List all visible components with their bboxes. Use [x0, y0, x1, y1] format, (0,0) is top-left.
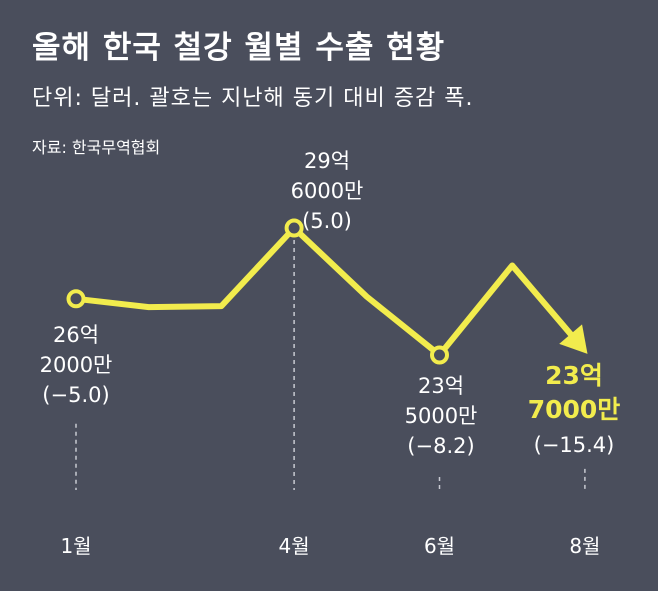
data-label-8-0: 23억: [545, 361, 603, 390]
arrow-head-icon: [559, 324, 588, 354]
chart-title: 올해 한국 철강 월별 수출 현황: [32, 30, 446, 66]
x-tick-label-6: 6월: [424, 534, 455, 558]
point-marker-4: [284, 218, 304, 238]
x-tick-label-4: 4월: [279, 534, 310, 558]
data-label-1-1: 2000만: [40, 353, 113, 377]
point-marker-1: [66, 289, 86, 309]
data-label-8-1: 7000만: [528, 395, 621, 424]
data-label-6-0: 23억: [418, 374, 464, 398]
data-label-4-0: 29억: [304, 149, 350, 173]
data-label-8-2: (−15.4): [534, 433, 615, 457]
point-marker-6: [430, 345, 449, 365]
x-tick-label-8: 8월: [569, 534, 600, 558]
chart-subtitle: 단위: 달러. 괄호는 지난해 동기 대비 증감 폭.: [32, 86, 474, 111]
data-label-6-1: 5000만: [405, 404, 478, 428]
data-label-4-1: 6000만: [291, 179, 364, 203]
data-label-1-2: (−5.0): [42, 383, 109, 407]
x-tick-label-1: 1월: [60, 534, 91, 558]
data-label-1-0: 26억: [53, 323, 99, 347]
data-label-6-2: (−8.2): [407, 434, 474, 458]
data-label-4-2: (5.0): [302, 209, 352, 233]
chart-source: 자료: 한국무역협회: [32, 138, 161, 157]
series-line: [73, 225, 578, 358]
